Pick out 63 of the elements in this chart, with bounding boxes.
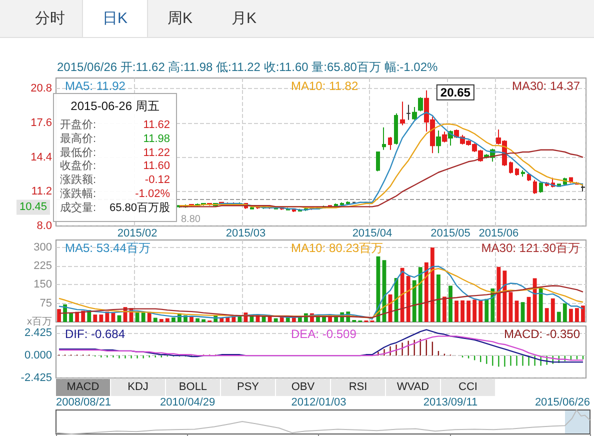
- text: MA10: 11.82: [291, 79, 358, 93]
- annotation: 成交量:: [60, 202, 96, 216]
- text: MACD: [56, 379, 110, 396]
- text: MA30: 121.30百万: [481, 241, 580, 255]
- x-tick-label: 2015/05: [430, 228, 470, 240]
- text: 分时: [34, 9, 66, 29]
- annotation: 涨跌幅:: [60, 188, 96, 202]
- series-label: DEA: -0.509: [291, 327, 357, 341]
- x-tick-label: 2015/04: [352, 228, 392, 240]
- x-tick-label: 2015/02: [117, 228, 158, 240]
- y-tick-label: 225: [34, 260, 52, 272]
- annotation: 20.65: [440, 85, 471, 100]
- annotation: 65.80百万股: [109, 202, 170, 216]
- y-tick-label: 75: [40, 297, 52, 310]
- text: WVAD: [386, 379, 440, 396]
- y-tick-label: 0.000: [24, 350, 52, 362]
- annotation: 11.60: [143, 160, 170, 174]
- annotation: 最高价:: [60, 132, 96, 147]
- y-tick-label: 8.0: [36, 220, 52, 232]
- annotation: 2015-06-26 周五: [70, 98, 160, 115]
- text: 月K: [230, 9, 258, 29]
- text: MA10: 80.23百万: [291, 241, 384, 255]
- series-label: DIF: -0.684: [65, 327, 126, 341]
- y-tick-label: 150: [34, 278, 52, 291]
- annotation: -0.12: [144, 174, 170, 188]
- x-tick-label: 2012/01/03: [291, 396, 346, 408]
- y-tick-label: 300: [34, 241, 52, 254]
- y-tick-label: 2.425: [24, 327, 52, 340]
- y-tick-label: 20.8: [30, 82, 52, 95]
- text: CCI: [441, 379, 495, 396]
- annotation: 收盘价:: [60, 160, 96, 174]
- y-tick-label: 11.2: [31, 186, 52, 198]
- text: 日K: [82, 0, 148, 37]
- chart-subtitle: 2015/06/26 开:11.62 高:11.98 低:11.22 收:11.60 量:65.80百万 幅:-1.02%: [57, 60, 438, 74]
- annotation: 开盘价:: [60, 119, 96, 132]
- text: BOLL: [166, 379, 220, 396]
- text: MA30: 14.37: [512, 79, 580, 93]
- text: RSI: [331, 379, 385, 396]
- text: 周K: [166, 9, 194, 29]
- annotation: 涨跌额:: [60, 174, 96, 188]
- annotation: 最低价:: [60, 146, 96, 160]
- y-axis-title: x百万: [27, 316, 52, 328]
- x-tick-label: 2010/04/29: [160, 396, 216, 408]
- text: OBV: [276, 379, 330, 396]
- x-tick-label: 2013/09/11: [423, 396, 478, 408]
- x-tick-label: 2015/03: [226, 228, 266, 240]
- ref-line-label: 10.45: [19, 201, 47, 214]
- annotation: 11.22: [143, 146, 170, 160]
- annotation: 11.62: [143, 119, 170, 133]
- series-label: MACD: -0.350: [504, 327, 580, 341]
- annotation: -1.02%: [135, 188, 170, 202]
- text: MA5: 11.92: [65, 79, 126, 93]
- annotation: 8.80: [181, 214, 200, 225]
- annotation: 11.98: [143, 132, 170, 147]
- x-tick-label: 2015/06/26: [534, 396, 590, 408]
- y-tick-label: -2.425: [20, 372, 52, 384]
- text: MA5: 53.44百万: [65, 241, 150, 255]
- text: KDJ: [111, 379, 165, 396]
- y-tick-label: 17.6: [30, 117, 52, 130]
- x-tick-label: 2008/08/21: [56, 396, 112, 408]
- y-tick-label: 14.4: [30, 151, 52, 164]
- text: PSY: [221, 379, 275, 396]
- x-tick-label: 2015/06: [478, 228, 519, 240]
